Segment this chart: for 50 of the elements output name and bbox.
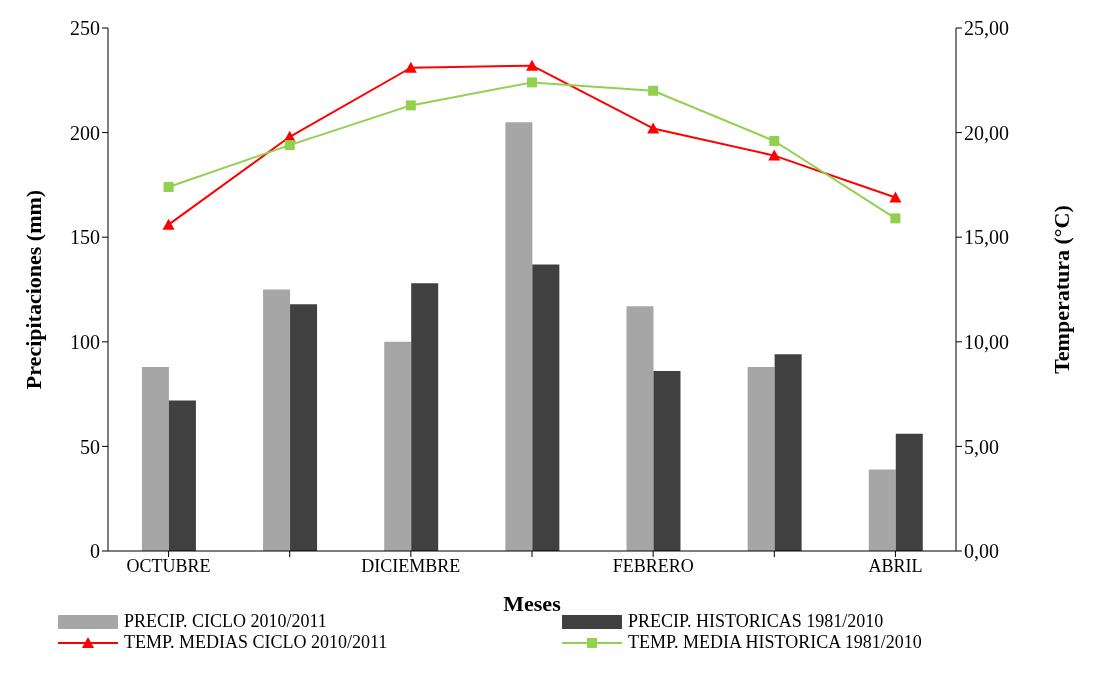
- bar: [653, 371, 681, 551]
- point: [648, 85, 659, 96]
- x-tick-label: DICIEMBRE: [361, 555, 461, 576]
- y2-tick-label: 15,00: [964, 226, 1009, 249]
- x-tick-label: FEBRERO: [612, 555, 694, 576]
- point: [889, 191, 902, 203]
- point: [405, 100, 416, 111]
- point: [284, 140, 295, 151]
- point: [527, 77, 537, 88]
- bar: [868, 469, 896, 551]
- y-axis-title: Precipitaciones (mm): [20, 189, 46, 390]
- bar: [747, 366, 775, 551]
- bar: [384, 341, 412, 551]
- point: [890, 213, 901, 224]
- legend-label: PRECIP. HISTORICAS 1981/2010: [628, 611, 884, 632]
- bar: [168, 400, 196, 551]
- bar: [532, 264, 560, 551]
- point: [162, 218, 175, 230]
- legend-label: PRECIP. CICLO 2010/2011: [124, 611, 327, 632]
- y-tick-label: 250: [70, 17, 100, 40]
- bar: [141, 366, 169, 551]
- y2-tick-label: 0,00: [964, 540, 999, 563]
- bar: [774, 354, 802, 551]
- bar: [626, 306, 654, 551]
- bar: [263, 289, 291, 551]
- x-tick-label: OCTUBRE: [126, 555, 211, 576]
- y-tick-label: 200: [70, 121, 100, 144]
- point: [647, 122, 660, 134]
- y-tick-label: 0: [90, 540, 100, 563]
- y-tick-label: 150: [70, 226, 100, 249]
- y-tick-label: 100: [70, 330, 100, 353]
- bar: [290, 304, 318, 551]
- y2-tick-label: 20,00: [964, 121, 1009, 144]
- point: [769, 135, 780, 146]
- bar: [505, 122, 533, 551]
- legend-label: TEMP. MEDIAS CICLO 2010/2011: [124, 632, 388, 653]
- x-axis-title: Meses: [503, 591, 562, 616]
- y2-tick-label: 10,00: [964, 330, 1009, 353]
- x-tick-label: ABRIL: [868, 555, 923, 576]
- bar: [895, 433, 923, 551]
- y2-axis-title: Temperatura (°C): [1048, 205, 1074, 374]
- y2-tick-label: 5,00: [964, 435, 999, 458]
- y2-tick-label: 25,00: [964, 17, 1009, 40]
- legend-label: TEMP. MEDIA HISTORICA 1981/2010: [628, 632, 922, 653]
- point: [163, 181, 174, 192]
- y-tick-label: 50: [80, 435, 100, 458]
- point: [526, 59, 538, 71]
- point: [768, 149, 781, 161]
- point: [404, 61, 417, 73]
- bar: [411, 283, 439, 551]
